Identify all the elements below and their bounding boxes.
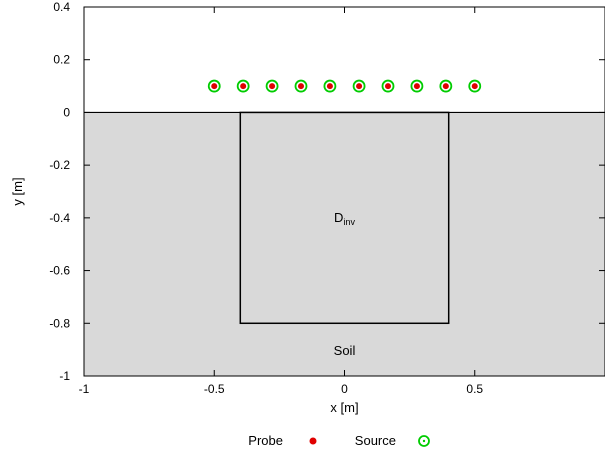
domain-label-main: D <box>334 210 343 225</box>
probe-point <box>297 83 304 90</box>
source-point <box>294 79 308 93</box>
probe-point <box>442 83 449 90</box>
x-axis-label: x [m] <box>330 400 358 415</box>
source-point <box>410 79 424 93</box>
x-tick-label: -1 <box>79 382 90 396</box>
domain-label-sub: inv <box>343 217 355 227</box>
probe-point <box>240 83 247 90</box>
x-tick-label: -0.5 <box>204 382 225 396</box>
legend-source-marker <box>418 435 430 447</box>
legend-probe-marker <box>309 437 317 445</box>
legend: Probe Source <box>248 433 430 448</box>
source-point <box>207 79 221 93</box>
probe-point <box>356 83 363 90</box>
source-point <box>323 79 337 93</box>
y-tick-label: 0 <box>63 105 70 119</box>
markers <box>207 79 482 93</box>
probe-point <box>413 83 420 90</box>
probe-point <box>211 83 218 90</box>
probe-point <box>385 83 392 90</box>
y-tick-label: 0.4 <box>53 0 70 14</box>
y-tick-label: -1 <box>59 369 70 383</box>
investigation-domain-label: Dinv <box>334 210 355 227</box>
source-point <box>236 79 250 93</box>
axis-ticks: -1 -0.5 0 0.5 0.4 0.2 0 -0.2 -0.4 -0.6 -0.8 -1 <box>49 0 605 396</box>
legend-source-label: Source <box>355 433 396 448</box>
probe-point <box>269 83 276 90</box>
soil-label: Soil <box>334 343 356 358</box>
probe-point <box>326 83 333 90</box>
source-point <box>352 79 366 93</box>
soil-region <box>84 112 605 376</box>
y-tick-label: -0.8 <box>49 316 70 330</box>
source-point <box>439 79 453 93</box>
y-axis-label: y [m] <box>10 177 25 205</box>
legend-probe-label: Probe <box>248 433 283 448</box>
x-tick-label: 0 <box>341 382 348 396</box>
source-point <box>265 79 279 93</box>
y-tick-label: -0.2 <box>49 158 70 172</box>
source-point <box>381 79 395 93</box>
legend-source-marker-center <box>422 439 426 443</box>
x-tick-label: 0.5 <box>466 382 483 396</box>
probe-point <box>471 83 478 90</box>
y-tick-label: 0.2 <box>53 53 70 67</box>
y-tick-label: -0.4 <box>49 211 70 225</box>
y-tick-label: -0.6 <box>49 264 70 278</box>
source-point <box>468 79 482 93</box>
